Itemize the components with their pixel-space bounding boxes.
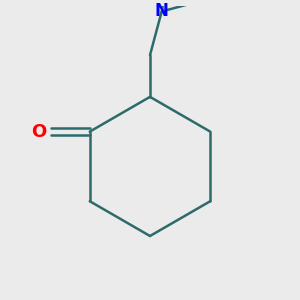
Text: N: N bbox=[155, 2, 169, 20]
Text: O: O bbox=[31, 123, 46, 141]
